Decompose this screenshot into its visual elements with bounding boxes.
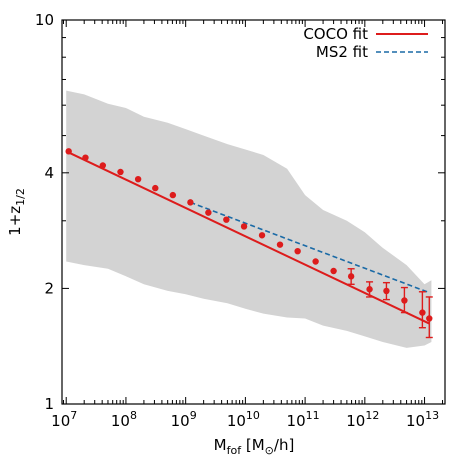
x-tick-label-exponent: 10 bbox=[246, 409, 260, 422]
data-point bbox=[426, 315, 433, 322]
y-tick-label: 10 bbox=[35, 11, 54, 29]
scatter-band-layer bbox=[66, 90, 432, 348]
x-tick-label: 1011 bbox=[287, 409, 320, 430]
data-point bbox=[99, 162, 107, 169]
x-axis-label: Mfof [M⊙/h] bbox=[214, 436, 295, 457]
x-tick-label-exponent: 11 bbox=[306, 409, 320, 422]
x-tick-label-base: 10 bbox=[406, 412, 425, 430]
x-tick-label: 1010 bbox=[227, 409, 260, 430]
x-axis-label-main: M bbox=[214, 436, 227, 454]
x-tick-label-exponent: 12 bbox=[365, 409, 379, 422]
x-tick-label-base: 10 bbox=[171, 412, 190, 430]
x-axis-label-sub: fof bbox=[227, 444, 243, 457]
x-tick-label-exponent: 9 bbox=[190, 409, 197, 422]
y-tick-label: 4 bbox=[44, 164, 54, 182]
data-point bbox=[187, 199, 194, 206]
data-point bbox=[383, 287, 390, 295]
data-point bbox=[152, 184, 159, 192]
legend: COCO fit MS2 fit bbox=[303, 25, 428, 61]
data-point bbox=[117, 168, 124, 176]
data-point bbox=[276, 241, 284, 248]
data-point bbox=[258, 232, 266, 239]
data-point bbox=[205, 209, 212, 216]
x-axis-label-unit-start: [M bbox=[241, 436, 265, 454]
x-tick-label-base: 10 bbox=[111, 412, 130, 430]
y-tick-label: 1 bbox=[44, 395, 54, 413]
x-tick-label-base: 10 bbox=[287, 412, 306, 430]
data-point bbox=[134, 175, 142, 183]
data-point bbox=[65, 148, 72, 155]
y-axis-label: 1+z1/2 bbox=[6, 188, 27, 236]
x-tick-label: 1012 bbox=[346, 409, 379, 430]
x-tick-label-exponent: 13 bbox=[425, 409, 439, 422]
legend-label-coco: COCO fit bbox=[303, 25, 368, 43]
plot-frame bbox=[61, 19, 446, 405]
ms2-fit-line bbox=[190, 201, 430, 294]
x-tick-label: 107 bbox=[51, 409, 77, 430]
data-point bbox=[223, 216, 230, 223]
y-axis-label-main: 1+z bbox=[6, 206, 24, 236]
series-layer bbox=[65, 148, 433, 339]
x-tick-label-base: 10 bbox=[346, 412, 365, 430]
x-tick-label: 109 bbox=[171, 409, 197, 430]
x-tick-label: 1013 bbox=[406, 409, 439, 430]
x-tick-label-exponent: 8 bbox=[130, 409, 137, 422]
coco-fit-line bbox=[65, 150, 430, 325]
data-point bbox=[294, 247, 301, 255]
y-tick-label: 2 bbox=[44, 279, 54, 297]
y-axis-label-sub: 1/2 bbox=[14, 188, 27, 206]
data-point bbox=[419, 309, 426, 316]
x-axis-label-unit-end: /h] bbox=[274, 436, 294, 454]
x-tick-label-exponent: 7 bbox=[70, 409, 77, 422]
x-axis-label-sun-symbol: ⊙ bbox=[265, 444, 274, 457]
data-point bbox=[312, 258, 319, 265]
data-point bbox=[240, 223, 248, 230]
x-tick-label-base: 10 bbox=[51, 412, 70, 430]
scatter-band bbox=[66, 90, 432, 348]
legend-label-ms2: MS2 fit bbox=[316, 43, 368, 61]
data-point bbox=[330, 267, 337, 275]
data-point bbox=[366, 286, 373, 293]
data-point bbox=[169, 191, 177, 199]
x-tick-label: 108 bbox=[111, 409, 137, 430]
x-tick-label-base: 10 bbox=[227, 412, 246, 430]
data-point bbox=[82, 154, 89, 161]
data-point bbox=[347, 273, 355, 280]
data-point bbox=[401, 297, 408, 304]
